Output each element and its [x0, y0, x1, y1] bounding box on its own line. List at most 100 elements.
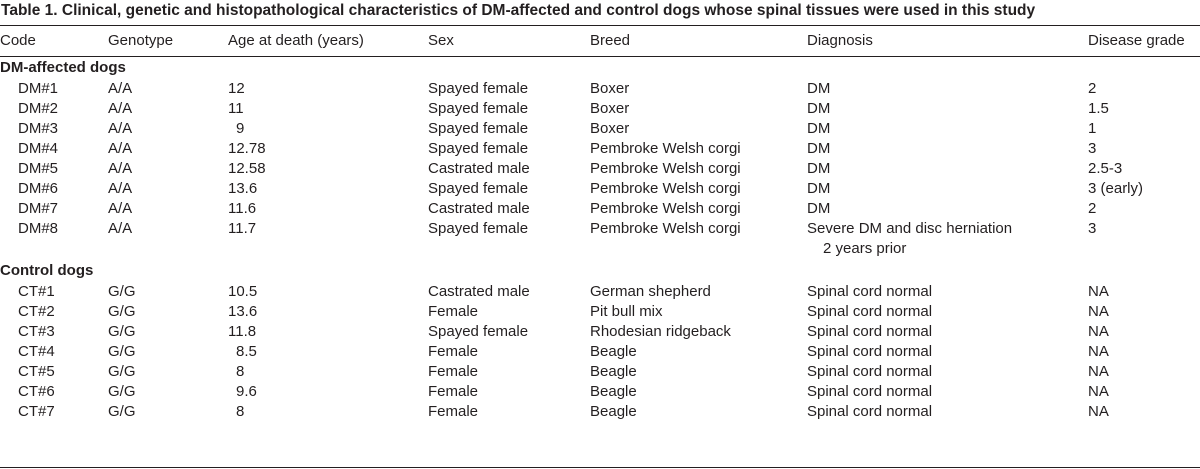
cell-age: 13.6 — [228, 180, 258, 197]
characteristics-table: Code Genotype Age at death (years) Sex B… — [0, 26, 1200, 422]
table-row: DM#8 A/A 11.7 Spayed female Pembroke Welsh c… — [0, 219, 1200, 259]
cell-genotype: G/G — [108, 363, 136, 380]
cell-genotype: G/G — [108, 383, 136, 400]
cell-genotype: A/A — [108, 200, 133, 217]
cell-diagnosis: Spinal cord normal — [807, 283, 933, 300]
cell-genotype: A/A — [108, 140, 133, 157]
header-row: Code Genotype Age at death (years) Sex B… — [0, 26, 1200, 56]
cell-code: DM#6 — [18, 180, 59, 197]
cell-breed: Beagle — [590, 383, 637, 400]
cell-breed: Pembroke Welsh corgi — [590, 220, 741, 237]
section-dm-label: DM-affected dogs — [0, 59, 126, 76]
cell-diagnosis: DM — [807, 200, 831, 217]
cell-code: CT#2 — [18, 303, 55, 320]
cell-diagnosis: DM — [807, 160, 831, 177]
cell-grade: 1.5 — [1088, 100, 1109, 117]
cell-sex: Spayed female — [428, 140, 529, 157]
cell-sex: Female — [428, 343, 479, 360]
cell-genotype: A/A — [108, 180, 133, 197]
table-row: CT#1 G/G 10.5 Castrated male German shepherd… — [0, 282, 1200, 302]
cell-code: DM#5 — [18, 160, 59, 177]
table-caption: Table 1. Clinical, genetic and histopath… — [1, 2, 1036, 19]
cell-breed: Pembroke Welsh corgi — [590, 180, 741, 197]
cell-sex: Spayed female — [428, 120, 529, 137]
cell-code: DM#2 — [18, 100, 59, 117]
cell-breed: Boxer — [590, 120, 630, 137]
cell-diagnosis: DM — [807, 100, 831, 117]
cell-diagnosis: Spinal cord normal — [807, 343, 933, 360]
cell-genotype: G/G — [108, 283, 136, 300]
cell-breed: Boxer — [590, 80, 630, 97]
cell-age: 8 — [236, 403, 245, 420]
table-row: CT#4 G/G 8.5 Female Beagle Spinal cord normal… — [0, 342, 1200, 362]
cell-sex: Spayed female — [428, 323, 529, 340]
cell-breed: Boxer — [590, 100, 630, 117]
cell-diagnosis: Spinal cord normal — [807, 303, 933, 320]
cell-diagnosis: Spinal cord normal — [807, 363, 933, 380]
cell-age: 8 — [236, 363, 245, 380]
cell-breed: Pembroke Welsh corgi — [590, 200, 741, 217]
cell-grade: NA — [1088, 403, 1109, 420]
table-row: CT#2 G/G 13.6 Female Pit bull mix Spinal cord… — [0, 302, 1200, 322]
header-diagnosis: Diagnosis — [807, 32, 873, 49]
cell-code: CT#3 — [18, 323, 55, 340]
table-row: DM#6 A/A 13.6 Spayed female Pembroke Welsh c… — [0, 179, 1200, 199]
cell-code: DM#1 — [18, 80, 59, 97]
cell-age: 10.5 — [228, 283, 258, 300]
cell-breed: Pembroke Welsh corgi — [590, 140, 741, 157]
cell-diagnosis: Severe DM and disc herniation 2 years pri… — [807, 219, 1088, 259]
cell-breed: Beagle — [590, 363, 637, 380]
cell-age: 12.58 — [228, 160, 266, 177]
cell-genotype: G/G — [108, 303, 136, 320]
cell-grade: NA — [1088, 343, 1109, 360]
cell-grade: NA — [1088, 283, 1109, 300]
cell-grade: 3 — [1088, 220, 1097, 237]
cell-genotype: A/A — [108, 120, 133, 137]
cell-grade: 2.5-3 — [1088, 160, 1123, 177]
cell-breed: Pembroke Welsh corgi — [590, 160, 741, 177]
table-row: CT#5 G/G 8 Female Beagle Spinal cord normal NA — [0, 362, 1200, 382]
cell-genotype: A/A — [108, 100, 133, 117]
cell-grade: 3 (early) — [1088, 180, 1144, 197]
cell-genotype: G/G — [108, 343, 136, 360]
cell-grade: 3 — [1088, 140, 1097, 157]
header-grade: Disease grade — [1088, 32, 1185, 49]
cell-genotype: G/G — [108, 403, 136, 420]
cell-age: 8.5 — [236, 343, 257, 360]
table-row: DM#4 A/A 12.78 Spayed female Pembroke Welsh … — [0, 139, 1200, 159]
bottom-rule — [0, 467, 1200, 468]
cell-age: 9.6 — [236, 383, 257, 400]
cell-sex: Spayed female — [428, 220, 529, 237]
section-dm: DM-affected dogs — [0, 56, 1200, 79]
cell-sex: Female — [428, 303, 479, 320]
cell-diagnosis: DM — [807, 140, 831, 157]
table-row: DM#5 A/A 12.58 Castrated male Pembroke Welsh… — [0, 159, 1200, 179]
cell-breed: Rhodesian ridgeback — [590, 323, 731, 340]
cell-age: 9 — [236, 120, 245, 137]
table-row: DM#7 A/A 11.6 Castrated male Pembroke Welsh … — [0, 199, 1200, 219]
top-rule — [0, 25, 1200, 26]
cell-breed: Beagle — [590, 403, 637, 420]
cell-code: DM#7 — [18, 200, 59, 217]
cell-code: CT#6 — [18, 383, 55, 400]
cell-diagnosis: Spinal cord normal — [807, 403, 933, 420]
header-rule — [0, 56, 1200, 57]
cell-age: 11.7 — [228, 220, 257, 237]
cell-breed: Pit bull mix — [590, 303, 663, 320]
table-row: CT#3 G/G 11.8 Spayed female Rhodesian ridgeb… — [0, 322, 1200, 342]
cell-grade: NA — [1088, 383, 1109, 400]
cell-age: 13.6 — [228, 303, 258, 320]
cell-sex: Female — [428, 383, 479, 400]
header-code: Code — [0, 32, 36, 49]
cell-grade: NA — [1088, 363, 1109, 380]
header-breed: Breed — [590, 32, 631, 49]
section-control-label: Control dogs — [0, 262, 94, 279]
cell-grade: NA — [1088, 303, 1109, 320]
diagnosis-line-2: 2 years prior — [823, 240, 907, 257]
cell-age: 11.6 — [228, 200, 257, 217]
cell-diagnosis: Spinal cord normal — [807, 383, 933, 400]
cell-code: DM#3 — [18, 120, 59, 137]
cell-diagnosis: DM — [807, 80, 831, 97]
cell-age: 11.8 — [228, 323, 257, 340]
